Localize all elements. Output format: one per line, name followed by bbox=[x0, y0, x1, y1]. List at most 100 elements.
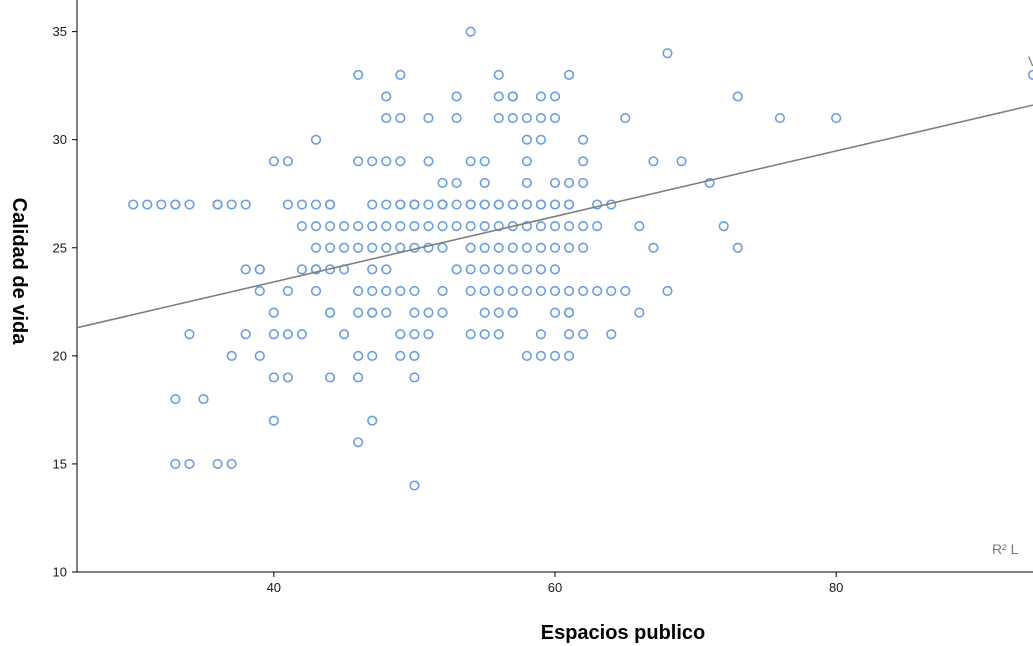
data-point bbox=[523, 200, 532, 209]
data-point bbox=[452, 265, 461, 274]
data-point bbox=[129, 200, 138, 209]
fit-line-group bbox=[77, 105, 1033, 328]
data-point bbox=[621, 287, 630, 296]
data-point bbox=[312, 243, 321, 252]
data-point bbox=[466, 265, 475, 274]
data-point bbox=[382, 265, 391, 274]
data-point bbox=[382, 287, 391, 296]
data-point bbox=[171, 200, 180, 209]
data-point bbox=[480, 287, 489, 296]
data-point bbox=[241, 330, 250, 339]
data-points bbox=[129, 27, 1033, 490]
data-point bbox=[509, 114, 518, 123]
data-point bbox=[298, 330, 307, 339]
data-point bbox=[509, 265, 518, 274]
data-point bbox=[284, 330, 293, 339]
x-axis-title: Espacios publico bbox=[541, 622, 705, 644]
data-point bbox=[452, 92, 461, 101]
data-point bbox=[199, 395, 208, 404]
data-point bbox=[494, 265, 503, 274]
data-point bbox=[649, 157, 658, 166]
data-point bbox=[368, 157, 377, 166]
data-point bbox=[382, 114, 391, 123]
data-point bbox=[579, 135, 588, 144]
data-point bbox=[551, 308, 560, 317]
data-point bbox=[368, 352, 377, 361]
data-point bbox=[326, 222, 335, 231]
data-point bbox=[607, 330, 616, 339]
data-point bbox=[551, 287, 560, 296]
data-point bbox=[157, 200, 166, 209]
data-point bbox=[537, 200, 546, 209]
data-point bbox=[396, 200, 405, 209]
data-point bbox=[452, 222, 461, 231]
data-point bbox=[171, 395, 180, 404]
data-point bbox=[410, 481, 419, 490]
data-point bbox=[551, 352, 560, 361]
data-point bbox=[565, 308, 574, 317]
data-point bbox=[340, 222, 349, 231]
data-point bbox=[466, 27, 475, 36]
data-point bbox=[185, 330, 194, 339]
data-point bbox=[396, 330, 405, 339]
data-point bbox=[466, 157, 475, 166]
data-point bbox=[326, 373, 335, 382]
data-point bbox=[354, 222, 363, 231]
data-point bbox=[354, 157, 363, 166]
data-point bbox=[480, 157, 489, 166]
y-tick-label: 15 bbox=[53, 456, 67, 471]
data-point bbox=[438, 222, 447, 231]
data-point bbox=[663, 49, 672, 58]
data-point bbox=[255, 265, 264, 274]
data-point bbox=[227, 352, 236, 361]
data-point bbox=[466, 200, 475, 209]
data-point bbox=[480, 179, 489, 188]
data-point bbox=[326, 308, 335, 317]
data-point bbox=[396, 157, 405, 166]
data-point bbox=[424, 157, 433, 166]
data-point bbox=[607, 287, 616, 296]
data-point bbox=[733, 243, 742, 252]
data-point bbox=[649, 243, 658, 252]
data-point bbox=[382, 308, 391, 317]
y-tick-label: 30 bbox=[53, 132, 67, 147]
data-point bbox=[537, 330, 546, 339]
data-point bbox=[368, 308, 377, 317]
data-point bbox=[733, 92, 742, 101]
data-point bbox=[565, 243, 574, 252]
data-point bbox=[354, 71, 363, 80]
data-point bbox=[368, 287, 377, 296]
data-point bbox=[537, 352, 546, 361]
data-point bbox=[143, 200, 152, 209]
data-point bbox=[424, 200, 433, 209]
data-point bbox=[537, 92, 546, 101]
data-point bbox=[509, 308, 518, 317]
data-point bbox=[326, 243, 335, 252]
data-point bbox=[565, 330, 574, 339]
fit-line bbox=[77, 105, 1033, 328]
data-point bbox=[270, 373, 279, 382]
data-point bbox=[396, 114, 405, 123]
data-point bbox=[410, 222, 419, 231]
data-point bbox=[213, 460, 222, 469]
data-point bbox=[565, 200, 574, 209]
data-point bbox=[494, 92, 503, 101]
data-point bbox=[1029, 71, 1033, 80]
data-point bbox=[438, 200, 447, 209]
data-point bbox=[410, 200, 419, 209]
data-point bbox=[579, 222, 588, 231]
data-point bbox=[776, 114, 785, 123]
data-point bbox=[284, 287, 293, 296]
data-point bbox=[551, 222, 560, 231]
data-point bbox=[635, 308, 644, 317]
data-point bbox=[410, 330, 419, 339]
data-point bbox=[494, 71, 503, 80]
data-point bbox=[579, 179, 588, 188]
x-tick-label: 60 bbox=[548, 580, 562, 595]
data-point bbox=[438, 287, 447, 296]
data-point bbox=[466, 222, 475, 231]
data-point bbox=[382, 157, 391, 166]
data-point bbox=[368, 416, 377, 425]
data-point bbox=[494, 200, 503, 209]
data-point bbox=[213, 200, 222, 209]
